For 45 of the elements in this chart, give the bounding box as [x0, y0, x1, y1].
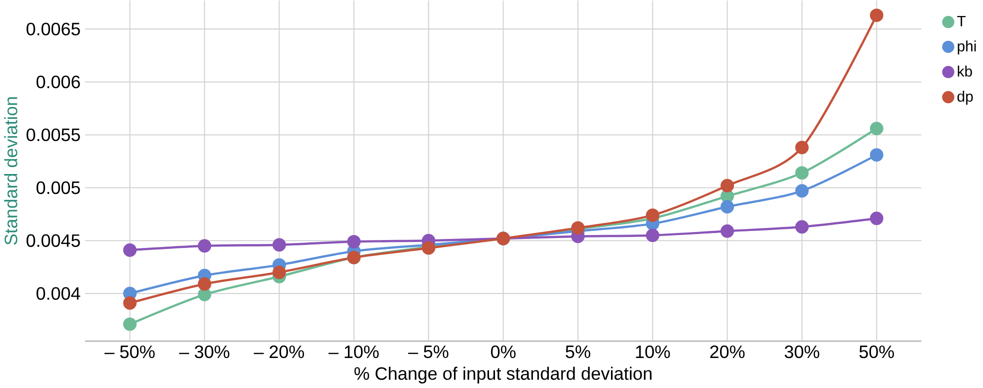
point [720, 224, 734, 238]
point [272, 266, 286, 280]
legend-label: phi [958, 40, 976, 55]
y-tick-label: 0.0045 [26, 234, 80, 248]
point [795, 220, 809, 234]
legend-label: dp [957, 91, 973, 105]
y-tick-label: 0.006 [36, 76, 80, 88]
point [347, 235, 361, 249]
point [870, 122, 884, 136]
legend-label: T [957, 16, 966, 26]
x-tick-label: – 20% [254, 346, 304, 358]
legend-label: kb [958, 66, 972, 77]
point [795, 141, 809, 154]
point [198, 288, 212, 302]
point [870, 212, 884, 226]
point [720, 179, 734, 193]
point [272, 238, 286, 252]
point [795, 184, 809, 198]
point [123, 318, 137, 332]
y-tick-label: 0.005 [36, 182, 80, 194]
x-tick-label: 30% [784, 346, 820, 358]
point [198, 277, 212, 291]
x-tick-label: – 5% [408, 346, 448, 358]
x-tick-label: – 50% [104, 346, 155, 358]
x-axis-title: % Change of input standard deviation [354, 366, 652, 384]
point [198, 239, 212, 253]
point [646, 228, 660, 242]
x-tick-label: 50% [859, 346, 894, 358]
x-tick-label: 20% [710, 346, 745, 358]
point [123, 296, 137, 310]
point [870, 148, 884, 162]
point [123, 244, 137, 258]
x-tick-label: – 10% [328, 346, 379, 358]
y-axis-title: Standard deviation [4, 97, 18, 245]
point [795, 166, 809, 180]
y-tick-label: 0.004 [36, 287, 80, 300]
point [870, 8, 884, 22]
x-tick-label: 5% [566, 346, 590, 358]
point [720, 200, 734, 214]
y-tick-label: 0.0065 [26, 22, 80, 36]
y-tick-label: 0.0055 [26, 128, 80, 142]
x-tick-label: 10% [636, 346, 670, 358]
x-tick-label: – 30% [179, 346, 230, 358]
x-tick-label: 0% [491, 346, 516, 358]
point [646, 208, 660, 222]
